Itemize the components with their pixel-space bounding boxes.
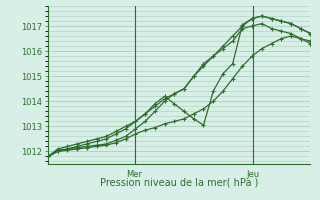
Text: Mer: Mer [127,170,143,179]
Text: Jeu: Jeu [246,170,259,179]
X-axis label: Pression niveau de la mer( hPa ): Pression niveau de la mer( hPa ) [100,178,258,188]
